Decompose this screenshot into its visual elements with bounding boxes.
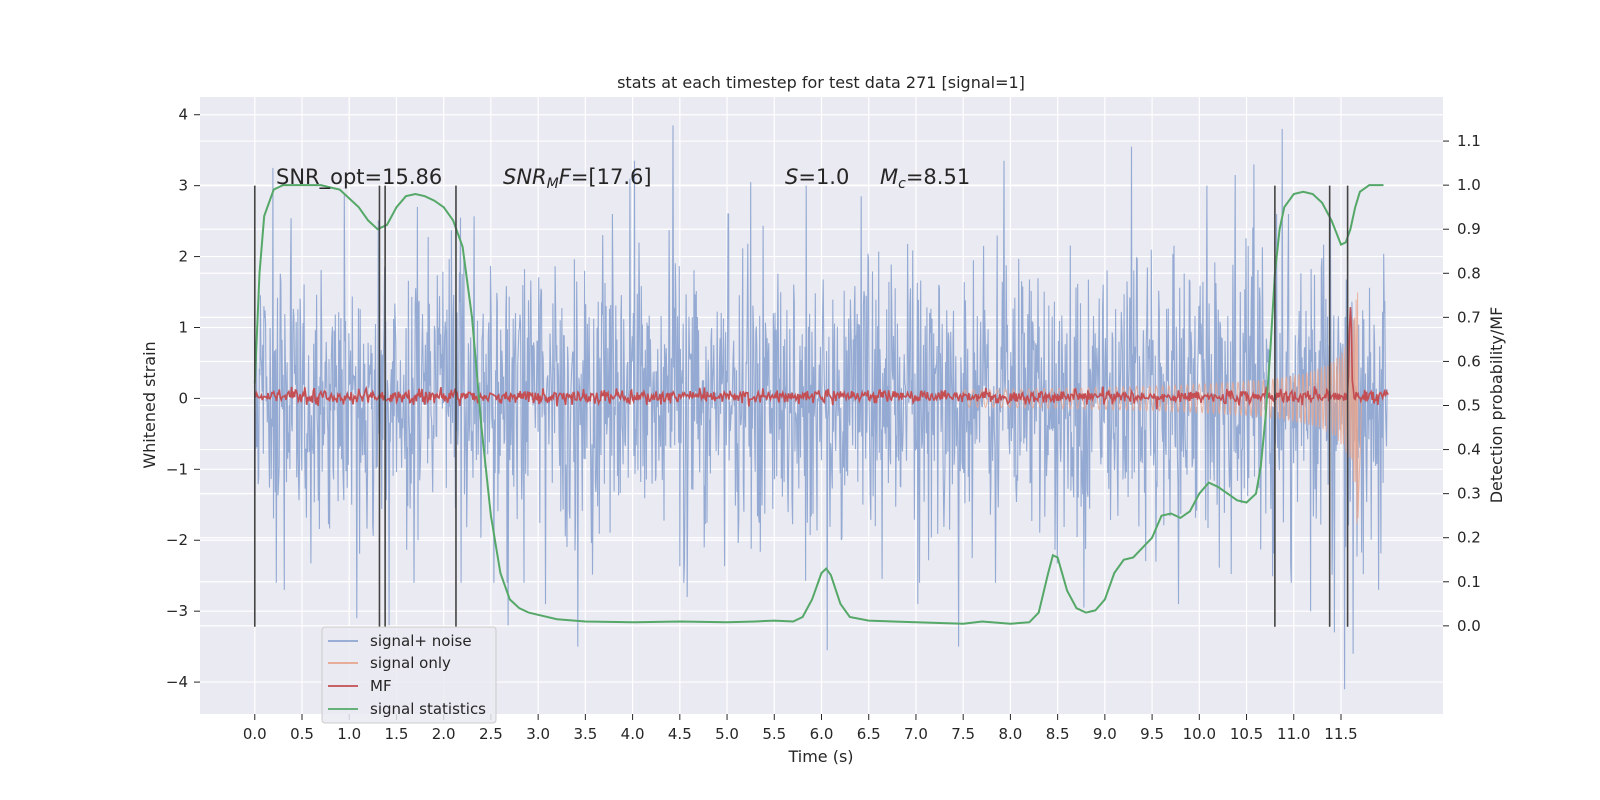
x-tick-label-15: 7.5 (951, 725, 975, 743)
y-axis-label-right: Detection probability/MF (1487, 307, 1506, 504)
y-right-tick-label-1: 0.1 (1457, 573, 1481, 591)
legend-label-signal-statistics: signal statistics (370, 700, 486, 718)
x-tick-label-0: 0.0 (243, 725, 267, 743)
annotation-snr-mf: SNRMF=[17.6] (503, 165, 652, 192)
legend-label-mf: MF (370, 677, 392, 695)
y-left-tick-label-2: −2 (166, 531, 188, 549)
y-right-tick-label-11: 1.1 (1457, 132, 1481, 150)
legend: signal+ noise signal only MF signal stat… (321, 626, 497, 724)
y-left-tick-label-1: −3 (166, 602, 188, 620)
x-tick-label-21: 10.5 (1230, 725, 1263, 743)
series-layer (253, 125, 1389, 690)
y-right-tick-label-0: 0.0 (1457, 617, 1481, 635)
y-left-tick-label-8: 4 (178, 106, 188, 124)
y-right-tick-label-4: 0.4 (1457, 441, 1481, 459)
y-left-tick-label-4: 0 (178, 389, 188, 407)
x-tick-label-6: 3.0 (526, 725, 550, 743)
y-right-tick-label-8: 0.8 (1457, 264, 1481, 282)
y-left-tick-label-0: −4 (166, 673, 188, 691)
legend-box (321, 626, 497, 724)
x-tick-label-1: 0.5 (290, 725, 314, 743)
x-tick-label-17: 8.5 (1046, 725, 1070, 743)
series-signal-noise (254, 125, 1388, 690)
x-tick-label-13: 6.5 (857, 725, 881, 743)
x-tick-label-16: 8.0 (998, 725, 1022, 743)
legend-label-signal-only: signal only (370, 654, 451, 672)
y-right-tick-label-2: 0.2 (1457, 529, 1481, 547)
y-right-tick-label-7: 0.7 (1457, 308, 1481, 326)
x-tick-label-4: 2.0 (432, 725, 456, 743)
axes: 0.0 0.5 1.0 1.5 2.0 2.5 3.0 3.5 4.0 4.5 5.0 5.5 6.0 6… (166, 106, 1481, 743)
x-tick-label-20: 10.0 (1183, 725, 1216, 743)
annotation-snr-opt: SNR_opt=15.86 (276, 165, 442, 190)
series-mf (254, 307, 1389, 410)
y-axis-label-left: Whitened strain (140, 341, 159, 468)
y-right-tick-label-10: 1.0 (1457, 176, 1481, 194)
x-tick-label-8: 4.0 (621, 725, 645, 743)
series-signal-statistics (253, 184, 1384, 625)
annotation-mc: Mc=8.51 (880, 165, 970, 192)
y-right-tick-label-6: 0.6 (1457, 352, 1481, 370)
x-tick-label-5: 2.5 (479, 725, 503, 743)
x-tick-label-19: 9.5 (1140, 725, 1164, 743)
annotation-s: S=1.0 (785, 165, 849, 189)
x-tick-label-3: 1.5 (385, 725, 409, 743)
y-left-tick-label-5: 1 (178, 318, 188, 336)
y-right-tick-label-3: 0.3 (1457, 485, 1481, 503)
y-left-tick-label-7: 3 (178, 177, 188, 195)
series-signal-only (962, 292, 1363, 524)
x-tick-label-22: 11.0 (1277, 725, 1310, 743)
x-tick-label-11: 5.5 (762, 725, 786, 743)
x-tick-label-14: 7.0 (904, 725, 928, 743)
chart-title: stats at each timestep for test data 271… (617, 73, 1025, 92)
y-right-tick-label-5: 0.5 (1457, 397, 1481, 415)
x-tick-label-2: 1.0 (337, 725, 361, 743)
x-tick-label-9: 4.5 (668, 725, 692, 743)
vertical-lines (253, 185, 1349, 627)
legend-label-signal-noise: signal+ noise (370, 632, 472, 650)
series-group (253, 125, 1389, 690)
x-tick-label-18: 9.0 (1093, 725, 1117, 743)
x-tick-label-23: 11.5 (1324, 725, 1357, 743)
x-tick-label-7: 3.5 (573, 725, 597, 743)
x-tick-label-10: 5.0 (715, 725, 739, 743)
x-tick-label-12: 6.0 (810, 725, 834, 743)
x-axis-label: Time (s) (787, 747, 853, 766)
y-left-tick-label-3: −1 (166, 460, 188, 478)
y-right-tick-label-9: 0.9 (1457, 220, 1481, 238)
y-left-tick-label-6: 2 (178, 248, 188, 266)
